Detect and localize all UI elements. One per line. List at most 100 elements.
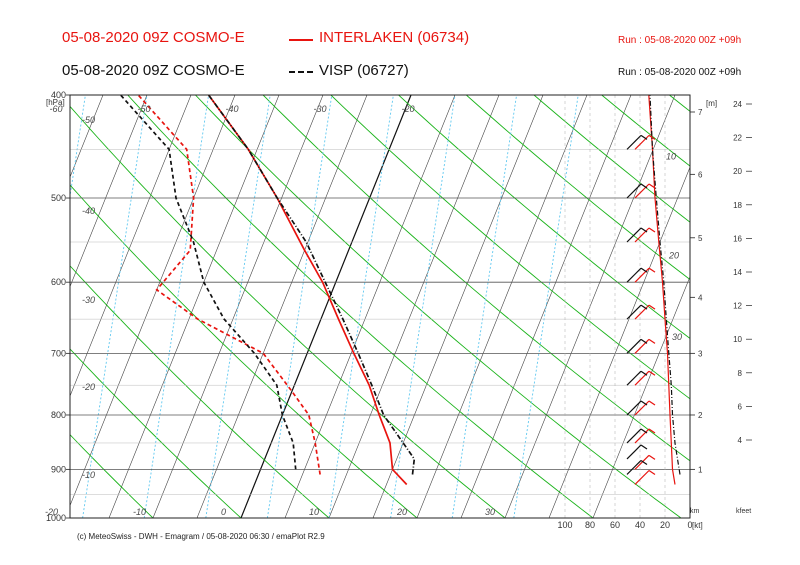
isotherm-line [372, 95, 544, 518]
profile-dewpoint-line [137, 95, 321, 475]
kfeet-tick-label: 4 [738, 436, 743, 445]
isotherm-line [108, 95, 280, 518]
isotherm-line [70, 95, 148, 288]
pressure-tick-label: 700 [51, 348, 66, 358]
wind-barb [626, 370, 642, 386]
kfeet-tick-label: 18 [733, 201, 742, 210]
isotherm-line [70, 95, 104, 178]
wind-barb-flag [648, 469, 656, 475]
legend-interlaken: INTERLAKEN (06734) [319, 29, 470, 46]
dry-adiabat-line [0, 95, 65, 518]
dry-adiabat-line [70, 434, 154, 518]
height-tick-label: 4 [698, 293, 703, 302]
wind-barb [626, 460, 642, 475]
wind-barb [634, 304, 650, 320]
wind-barb-flag [640, 428, 648, 434]
height-tick-label: 6 [698, 170, 703, 179]
height-km-label: km [690, 508, 700, 515]
mixing-ratio-line [266, 95, 333, 518]
isotherm-line [548, 166, 690, 518]
pressure-axis-unit: [hPa] [46, 98, 65, 107]
height-tick-label: 5 [698, 234, 703, 243]
run-info-interlaken: Run : 05-08-2020 00Z +09h [618, 35, 742, 46]
skewed-temperature-label: -30 [314, 104, 327, 114]
wind-barb [634, 227, 650, 243]
title-interlaken: 05-08-2020 09Z COSMO-E [62, 29, 245, 46]
wind-tick-label: 20 [660, 520, 670, 530]
wind-barb-flag [640, 227, 648, 233]
wind-barb-flag [648, 304, 656, 310]
wind-barb [634, 370, 650, 386]
wind-speed-label: 20 [668, 251, 679, 261]
height-tick-label: 7 [698, 108, 703, 117]
kfeet-tick-label: 6 [738, 402, 743, 411]
wind-barb-flag [648, 400, 656, 406]
legend-visp: VISP (06727) [319, 62, 409, 79]
run-info-visp: Run : 05-08-2020 00Z +09h [618, 67, 742, 78]
wind-barb [627, 95, 628, 96]
legend-line-dashdot-icon [289, 71, 313, 73]
legend-line-red-icon [289, 39, 313, 41]
wind-barb [626, 227, 642, 243]
mixing-ratio-line [70, 95, 86, 200]
mixing-ratio-line [390, 95, 456, 518]
skewed-temperature-label: -50 [138, 104, 151, 114]
skewed-temperature-label: -40 [226, 104, 239, 114]
wind-barb-flag [640, 370, 648, 376]
wind-speed-line [648, 95, 676, 485]
wind-barb-flag [648, 267, 656, 273]
wind-barb [634, 454, 650, 470]
wind-barb-flag [648, 338, 656, 344]
mixing-ratio-line [205, 95, 271, 518]
wind-barb-flag [640, 267, 648, 273]
kfeet-tick-label: 12 [733, 302, 742, 311]
pressure-tick-label: 1000 [46, 513, 66, 523]
skewed-temperature-label: -60 [50, 104, 63, 114]
kfeet-tick-label: 16 [733, 234, 742, 243]
dry-adiabat-label: -10 [82, 470, 95, 480]
wind-barb [626, 428, 642, 444]
dry-adiabat-label: -30 [82, 295, 95, 305]
wind-barb-flag [648, 134, 656, 140]
height-tick-label: 2 [698, 411, 703, 420]
plot-frame [69, 94, 691, 519]
wind-barb [634, 428, 650, 444]
kfeet-tick-label: 8 [738, 369, 743, 378]
wind-barb [635, 95, 636, 96]
wind-barb [634, 400, 650, 416]
profile-temperature-line [207, 95, 416, 475]
wind-axis-unit: [kt] [692, 521, 703, 530]
wind-barb [626, 134, 642, 150]
dry-adiabat-label: -20 [82, 382, 95, 392]
pressure-tick-label: 800 [51, 410, 66, 420]
dry-adiabat-line [70, 348, 242, 518]
pressure-tick-label: 600 [51, 277, 66, 287]
pressure-tick-label: 400 [51, 90, 66, 100]
wind-barb [634, 134, 650, 150]
wind-barb [626, 444, 642, 460]
kfeet-tick-label: 14 [733, 268, 742, 277]
dry-adiabat-line [330, 95, 690, 400]
isotherm-line [0, 95, 15, 518]
isotherm-line [196, 95, 368, 518]
mixing-ratio-line [451, 95, 518, 518]
kfeet-tick-label: 10 [733, 335, 742, 344]
wind-barb-flag [648, 227, 656, 233]
mixing-ratio-line [328, 95, 394, 518]
mixing-ratio-line [82, 95, 148, 518]
title-visp: 05-08-2020 09Z COSMO-E [62, 62, 245, 79]
wind-barb [634, 338, 650, 354]
wind-barb-flag [640, 444, 648, 450]
wind-tick-label: 0 [687, 520, 692, 530]
dry-adiabat-line [466, 95, 690, 281]
isotherm-zero-line [240, 95, 412, 518]
wind-tick-label: 80 [585, 520, 595, 530]
wind-tick-label: 40 [635, 520, 645, 530]
wind-barb-flag [640, 304, 648, 310]
wind-barb-flag [640, 134, 648, 140]
temperature-tick-label: -10 [133, 507, 146, 517]
mixing-ratio-line [143, 95, 210, 518]
profile-dewpoint-line [119, 95, 297, 470]
skewed-temperature-label: -20 [402, 104, 415, 114]
